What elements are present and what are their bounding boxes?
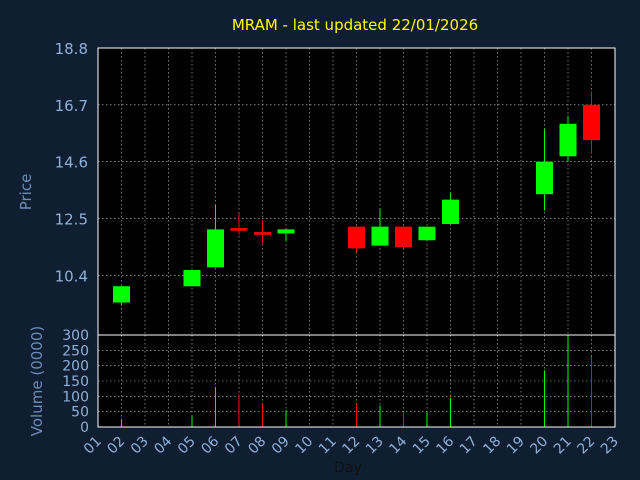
price-axis-label: Price <box>17 174 35 211</box>
candle-body <box>371 226 389 246</box>
x-tick-label: 08 <box>245 434 269 458</box>
price-y-tick-label: 10.4 <box>55 267 88 285</box>
x-tick-label: 20 <box>527 434 551 458</box>
candle-body <box>207 229 224 268</box>
x-tick-label: 19 <box>504 434 528 458</box>
x-tick-label: 15 <box>410 434 434 458</box>
candle-body <box>442 199 459 224</box>
candle-body <box>254 232 271 235</box>
volume-y-tick-label: 200 <box>62 359 89 375</box>
candle-body <box>559 123 577 157</box>
volume-axis-label: Volume (0000) <box>28 326 46 436</box>
x-tick-label: 09 <box>269 434 293 458</box>
candle-body <box>183 270 201 287</box>
x-tick-label: 04 <box>151 433 175 457</box>
volume-bars <box>121 336 592 427</box>
volume-y-tick-label: 100 <box>62 389 89 405</box>
volume-plot-frame <box>97 334 616 428</box>
volume-y-tick-label: 250 <box>62 343 89 359</box>
volume-y-tick-label: 50 <box>71 405 89 421</box>
x-tick-label: 14 <box>386 433 410 457</box>
x-tick-labels: 01 02 03 04 05 06 07 08 09 10 11 12 13 14 15 16 17 18 19 20… <box>81 433 622 457</box>
volume-y-tick-label: 0 <box>80 420 89 436</box>
price-plot-area <box>98 48 615 335</box>
x-tick-label: 13 <box>363 434 387 458</box>
x-tick-label: 12 <box>339 434 363 458</box>
x-tick-label: 16 <box>433 433 457 457</box>
candle-body <box>418 226 436 241</box>
price-y-tick-label: 14.6 <box>55 154 88 172</box>
x-tick-label: 18 <box>480 434 504 458</box>
price-y-tick-label: 18.8 <box>55 40 88 58</box>
x-tick-label: 02 <box>104 434 128 458</box>
candle-body <box>113 286 130 303</box>
candle-body <box>583 104 600 141</box>
x-tick-label: 11 <box>316 434 340 458</box>
x-tick-label: 21 <box>551 434 575 458</box>
candle-body <box>395 226 412 248</box>
x-tick-label: 06 <box>198 433 222 457</box>
price-y-tick-labels: 18.8 16.7 14.6 12.5 10.4 <box>55 40 88 285</box>
candle-body <box>536 161 553 195</box>
price-y-tick-label: 12.5 <box>55 211 88 229</box>
chart-title: MRAM - last updated 22/01/2026 <box>232 16 478 34</box>
volume-y-tick-label: 300 <box>62 328 89 344</box>
x-tick-label: 10 <box>292 434 316 458</box>
price-y-tick-label: 16.7 <box>55 97 88 115</box>
x-axis-label: Day <box>334 460 362 476</box>
x-tick-label: 01 <box>81 434 105 458</box>
x-tick-label: 22 <box>574 434 598 458</box>
volume-y-tick-label: 150 <box>62 374 89 390</box>
x-tick-label: 23 <box>598 434 622 458</box>
x-tick-label: 17 <box>457 434 481 458</box>
x-tick-label: 03 <box>128 434 152 458</box>
x-tick-label: 05 <box>175 434 199 458</box>
x-tick-label: 07 <box>222 434 246 458</box>
candle-body <box>230 228 248 231</box>
candle-body <box>348 226 365 249</box>
candles <box>113 91 600 306</box>
candle-body <box>277 229 295 234</box>
